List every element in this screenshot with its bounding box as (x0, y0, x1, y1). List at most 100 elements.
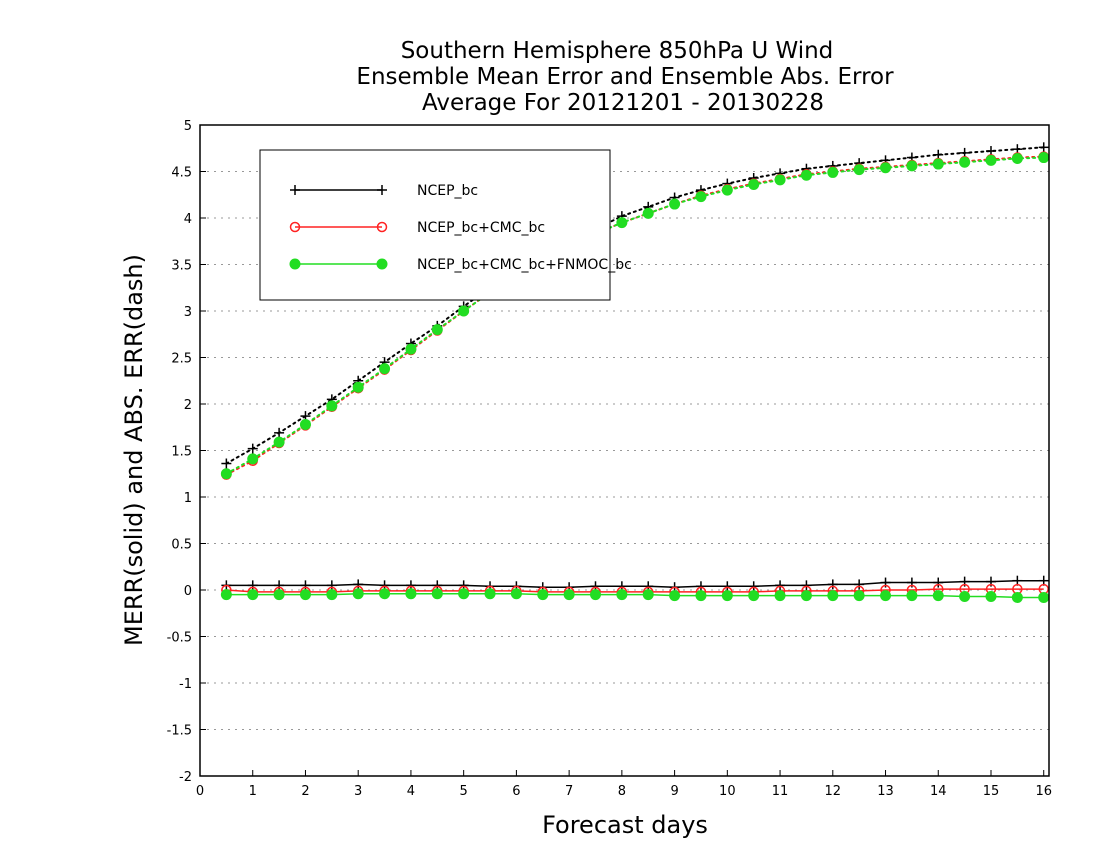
series-0-abs-err-point-1 (247, 443, 258, 454)
series-2-abs-err-point-17 (669, 198, 681, 210)
series-2-merr-point-29 (985, 591, 997, 603)
series-2-abs-err-point-23 (827, 166, 839, 178)
series-2-merr-point-4 (326, 589, 338, 601)
series-0-merr-point-3 (300, 580, 311, 591)
y-tick-label-7: 1.5 (171, 445, 192, 460)
series-2-merr-point-23 (827, 590, 839, 602)
series-0-merr-point-23 (827, 579, 838, 590)
x-tick-label-13: 13 (877, 784, 894, 799)
x-tick-label-3: 3 (354, 784, 362, 799)
series-2-merr-point-30 (1011, 591, 1023, 603)
series-2-abs-err-point-8 (431, 324, 443, 336)
series-2-abs-err-point-6 (379, 363, 391, 375)
series-2-merr-point-31 (1038, 591, 1050, 603)
legend-marker-start-0 (290, 185, 300, 195)
y-tick-label-9: 0.5 (171, 538, 192, 553)
legend-marker-start-2 (289, 258, 301, 270)
y-tick-label-2: 4 (184, 212, 192, 227)
series-2-abs-err-point-9 (458, 305, 470, 317)
series-0-abs-err-line (225, 146, 1045, 465)
y-tick-label-14: -2 (179, 770, 192, 785)
series-2-merr-point-9 (458, 588, 470, 600)
series-0-abs-err-point-0 (221, 458, 232, 469)
legend-marker-end-2 (376, 258, 388, 270)
series-2-abs-err-point-5 (352, 381, 364, 393)
series-2-merr-point-3 (299, 589, 311, 601)
y-tick-label-1: 4.5 (171, 166, 192, 181)
series-0-merr-point-22 (801, 580, 812, 591)
x-tick-label-6: 6 (512, 784, 520, 799)
series-2-abs-err-point-0 (220, 468, 232, 480)
x-tick-label-11: 11 (772, 784, 789, 799)
series-2-abs-err-point-4 (326, 400, 338, 412)
x-tick-label-10: 10 (719, 784, 736, 799)
y-tick-label-12: -1 (179, 677, 192, 692)
series-2-merr-point-20 (748, 590, 760, 602)
x-tick-label-5: 5 (460, 784, 468, 799)
x-tick-label-1: 1 (249, 784, 257, 799)
y-tick-label-5: 2.5 (171, 352, 192, 367)
series-2-merr-point-27 (932, 590, 944, 602)
legend-label-2: NCEP_bc+CMC_bc+FNMOC_bc (417, 257, 632, 273)
series-2-abs-err-point-3 (299, 418, 311, 430)
series-0-merr-point-24 (854, 579, 865, 590)
series-2-abs-err-point-2 (273, 436, 285, 448)
series-0-abs-err-point-2 (274, 427, 285, 438)
series-0-merr-point-4 (326, 580, 337, 591)
legend-marker-end-0 (377, 185, 387, 195)
y-tick-label-13: -1.5 (167, 724, 192, 739)
chart-title-line-2: Ensemble Mean Error and Ensemble Abs. Er… (356, 64, 894, 90)
y-tick-label-6: 2 (184, 398, 192, 413)
series-2-merr-point-25 (880, 590, 892, 602)
x-tick-label-15: 15 (983, 784, 1000, 799)
series-2-merr-point-7 (405, 588, 417, 600)
x-axis-label: Forecast days (542, 811, 708, 839)
legend-items: NCEP_bc NCEP_bc+CMC_bc NCEP_bc+CMC_bc+FNMO… (289, 183, 632, 273)
x-tick-label-2: 2 (301, 784, 309, 799)
legend-marker-start-1 (289, 221, 301, 233)
chart-title-line-1: Southern Hemisphere 850hPa U Wind (401, 38, 834, 64)
y-axis-ticks: 5 4.5 4 3.5 3 2.5 2 1.5 1 0.5 0 -0.5 -1 -1.5 -2 (167, 119, 206, 785)
series-2-merr-point-16 (642, 589, 654, 601)
x-tick-label-12: 12 (825, 784, 842, 799)
series-2-merr-point-0 (220, 589, 232, 601)
series-2 (220, 152, 1050, 603)
series-2-merr-point-5 (352, 588, 364, 600)
series-2-abs-err-point-27 (932, 158, 944, 170)
series-2-merr-point-11 (510, 588, 522, 600)
series-2-merr-point-8 (431, 588, 443, 600)
x-tick-label-14: 14 (930, 784, 947, 799)
gridlines (200, 171, 1049, 730)
series-0 (221, 142, 1049, 593)
series-2-merr-point-19 (721, 590, 733, 602)
x-tick-label-16: 16 (1035, 784, 1052, 799)
series-2-abs-err-point-26 (906, 160, 918, 172)
series-2-merr-point-14 (589, 589, 601, 601)
series-2-abs-err-point-31 (1038, 152, 1050, 164)
series-2-abs-err-point-21 (774, 174, 786, 186)
series-2-abs-err-point-19 (721, 184, 733, 196)
series-0-abs-err-point-31 (1038, 142, 1049, 153)
series-2-merr-point-15 (616, 589, 628, 601)
series-0-merr-point-2 (274, 580, 285, 591)
series-2-merr-point-12 (537, 589, 549, 601)
series-2-merr-point-1 (247, 589, 259, 601)
x-tick-label-9: 9 (670, 784, 678, 799)
series-2-merr-point-28 (959, 591, 971, 603)
series-2-merr-point-18 (695, 590, 707, 602)
series-0-merr-point-18 (695, 581, 706, 592)
series-2-abs-err-point-20 (748, 179, 760, 191)
y-tick-label-11: -0.5 (167, 631, 192, 646)
series-2-merr-point-2 (273, 589, 285, 601)
series-2-abs-err-point-22 (800, 169, 812, 181)
x-tick-label-4: 4 (407, 784, 415, 799)
series-2-merr-point-10 (484, 588, 496, 600)
series-0-merr-point-27 (933, 577, 944, 588)
x-tick-label-8: 8 (618, 784, 626, 799)
legend-label-0: NCEP_bc (417, 183, 478, 199)
legend-marker-end-1 (376, 221, 388, 233)
series-2-merr-point-26 (906, 590, 918, 602)
series-2-merr-point-21 (774, 590, 786, 602)
